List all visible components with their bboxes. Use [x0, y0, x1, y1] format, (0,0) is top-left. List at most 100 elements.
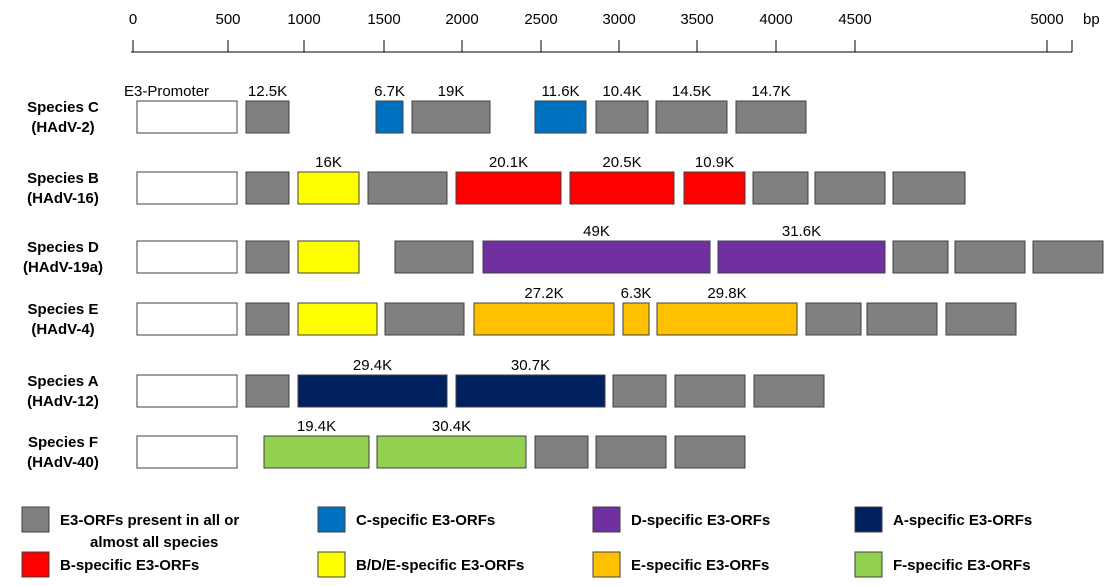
orf-box-D: [482, 240, 711, 274]
orf-box-common: [945, 302, 1017, 336]
orf-box-common: [394, 240, 474, 274]
orf-box-common: [674, 374, 746, 408]
legend-swatch: [854, 551, 883, 578]
orf-label: 10.9K: [695, 154, 734, 171]
orf-box-E: [622, 302, 650, 336]
orf-label: 20.1K: [489, 154, 528, 171]
e3-promoter-box: [136, 302, 238, 336]
orf-label: 27.2K: [524, 285, 563, 302]
legend-label: F-specific E3-ORFs: [893, 557, 1031, 574]
orf-box-common: [245, 171, 290, 205]
species-strain: (HAdV-40): [27, 454, 99, 471]
legend-swatch: [592, 551, 621, 578]
orf-box-B: [455, 171, 562, 205]
orf-label: 16K: [315, 154, 342, 171]
orf-box-B: [683, 171, 746, 205]
orf-box-F: [263, 435, 370, 469]
species-strain: (HAdV-19a): [23, 259, 103, 276]
orf-label: 19.4K: [297, 418, 336, 435]
orf-box-E: [656, 302, 798, 336]
orf-box-common: [595, 100, 649, 134]
orf-label: 30.4K: [432, 418, 471, 435]
orf-label: 30.7K: [511, 357, 550, 374]
orf-box-common: [735, 100, 807, 134]
orf-label: 6.7K: [374, 83, 405, 100]
orf-box-C: [375, 100, 404, 134]
orf-box-common: [674, 435, 746, 469]
orf-box-BDE: [297, 240, 360, 274]
scale-unit-label: bp: [1083, 11, 1100, 28]
orf-box-common: [805, 302, 862, 336]
orf-box-common: [595, 435, 667, 469]
orf-box-common: [892, 171, 966, 205]
scale-tick-label: 1500: [367, 11, 400, 28]
orf-box-B: [569, 171, 675, 205]
orf-box-common: [245, 302, 290, 336]
species-rows: Species C (HAdV-2) E3-Promoter 12.5K 6.7K 19K…: [23, 83, 1104, 471]
species-name: Species A: [27, 373, 98, 390]
scale-tick-label: 3500: [680, 11, 713, 28]
scale-tick-label: 4000: [759, 11, 792, 28]
species-row: Species D (HAdV-19a) 49K 31.6K: [23, 223, 1104, 276]
legend-label: D-specific E3-ORFs: [631, 512, 770, 529]
orf-box-A: [297, 374, 448, 408]
orf-box-common: [1032, 240, 1104, 274]
orf-box-common: [612, 374, 667, 408]
orf-box-E: [473, 302, 615, 336]
orf-label: 20.5K: [602, 154, 641, 171]
scale-tick-label: 3000: [602, 11, 635, 28]
legend-swatch: [854, 506, 883, 533]
orf-box-C: [534, 100, 587, 134]
orf-label: 12.5K: [248, 83, 287, 100]
scale-tick-label: 0: [129, 11, 137, 28]
legend-label: B/D/E-specific E3-ORFs: [356, 557, 524, 574]
orf-box-common: [866, 302, 938, 336]
scale-tick-label: 2000: [445, 11, 478, 28]
legend-item: C-specific E3-ORFs: [317, 506, 495, 533]
scale-tick-label: 2500: [524, 11, 557, 28]
legend-label: E3-ORFs present in all or: [60, 512, 239, 529]
species-strain: (HAdV-12): [27, 393, 99, 410]
legend-swatch: [317, 551, 346, 578]
species-name: Species F: [28, 434, 98, 451]
legend-label: A-specific E3-ORFs: [893, 512, 1032, 529]
orf-box-common: [954, 240, 1026, 274]
scale-tick-label: 1000: [287, 11, 320, 28]
legend: E3-ORFs present in all or almost all spec…: [21, 506, 1032, 578]
species-row: Species E (HAdV-4) 27.2K 6.3K 29.8K: [28, 285, 1017, 338]
orf-box-common: [752, 171, 809, 205]
orf-box-common: [245, 240, 290, 274]
legend-label-line2: almost all species: [90, 534, 218, 551]
species-row: Species B (HAdV-16) 16K 20.1K 20.5K 10.9K: [27, 154, 966, 207]
orf-label: 14.7K: [751, 83, 790, 100]
orf-box-common: [814, 171, 886, 205]
scale-tick-label: 500: [215, 11, 240, 28]
orf-box-D: [717, 240, 886, 274]
orf-box-common: [245, 374, 290, 408]
orf-box-common: [753, 374, 825, 408]
e3-promoter-box: [136, 240, 238, 274]
species-name: Species E: [28, 301, 99, 318]
orf-box-common: [367, 171, 448, 205]
species-name: Species B: [27, 170, 99, 187]
legend-swatch: [21, 506, 50, 533]
scale-bar: 0 500 1000 1500 2000 2500 3000 3500 4000 4500 5000…: [129, 11, 1100, 53]
species-name: Species D: [27, 239, 99, 256]
orf-box-A: [455, 374, 606, 408]
e3-promoter-box: [136, 435, 238, 469]
scale-tick-label: 4500: [838, 11, 871, 28]
species-row: Species F (HAdV-40) 19.4K 30.4K: [27, 418, 746, 471]
legend-label: B-specific E3-ORFs: [60, 557, 199, 574]
legend-swatch: [592, 506, 621, 533]
orf-label: 10.4K: [602, 83, 641, 100]
orf-box-BDE: [297, 171, 360, 205]
species-strain: (HAdV-2): [31, 119, 94, 136]
orf-label: 14.5K: [672, 83, 711, 100]
species-strain: (HAdV-4): [31, 321, 94, 338]
species-strain: (HAdV-16): [27, 190, 99, 207]
orf-box-common: [892, 240, 949, 274]
orf-label: 29.4K: [353, 357, 392, 374]
orf-label: 11.6K: [541, 83, 579, 100]
orf-box-F: [376, 435, 527, 469]
